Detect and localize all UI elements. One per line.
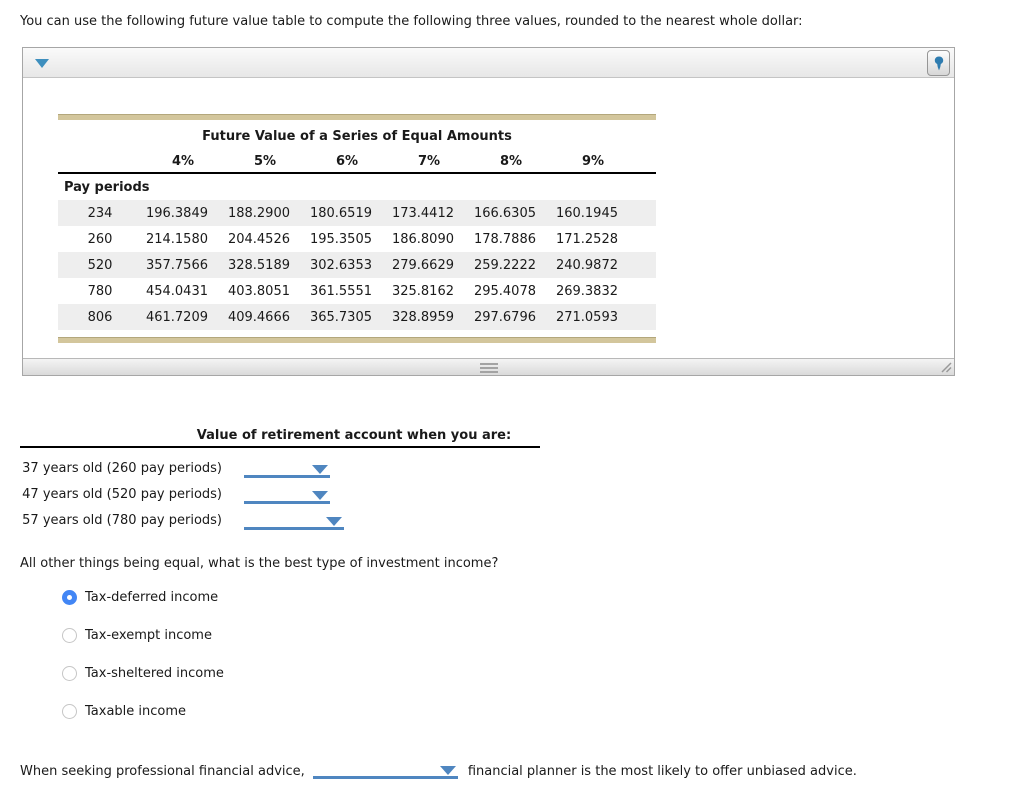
radio-button[interactable] bbox=[62, 666, 77, 681]
table-row: 234 196.3849 188.2900 180.6519 173.4412 … bbox=[58, 200, 656, 226]
table-top-rule bbox=[58, 114, 656, 120]
rate-header-row: 4% 5% 6% 7% 8% 9% bbox=[58, 150, 656, 174]
retirement-row: 37 years old (260 pay periods) bbox=[20, 452, 344, 478]
chevron-down-icon bbox=[312, 491, 328, 500]
fv-cell: 171.2528 bbox=[555, 231, 618, 247]
pay-periods-header-row: Pay periods bbox=[58, 173, 656, 200]
radio-option-tax-deferred[interactable]: Tax-deferred income bbox=[62, 590, 224, 605]
rate-header: 5% bbox=[224, 150, 306, 174]
radio-button[interactable] bbox=[62, 704, 77, 719]
radio-label: Taxable income bbox=[85, 704, 187, 719]
fv-cell: 186.8090 bbox=[391, 231, 454, 247]
radio-label: Tax-sheltered income bbox=[85, 666, 224, 681]
fv-cell: 328.8959 bbox=[388, 304, 470, 330]
future-value-table: Future Value of a Series of Equal Amount… bbox=[58, 114, 656, 343]
radio-option-tax-exempt[interactable]: Tax-exempt income bbox=[62, 628, 224, 643]
retirement-row: 57 years old (780 pay periods) bbox=[20, 504, 344, 530]
fv-cell: 357.7566 bbox=[142, 252, 224, 278]
panel-footer bbox=[23, 358, 954, 375]
question-text: All other things being equal, what is th… bbox=[20, 556, 499, 571]
intro-text: You can use the following future value t… bbox=[20, 14, 803, 29]
fv-cell: 259.2222 bbox=[470, 252, 552, 278]
radio-label: Tax-exempt income bbox=[85, 628, 212, 643]
pushpin-icon bbox=[934, 56, 943, 70]
retirement-heading-rule: Value of retirement account when you are… bbox=[20, 428, 540, 448]
retirement-row: 47 years old (520 pay periods) bbox=[20, 478, 344, 504]
retirement-dropdown-57[interactable] bbox=[244, 515, 344, 530]
retirement-rows: 37 years old (260 pay periods) 47 years … bbox=[20, 452, 344, 530]
retirement-heading: Value of retirement account when you are… bbox=[196, 428, 512, 443]
radio-option-taxable[interactable]: Taxable income bbox=[62, 704, 224, 719]
fv-cell: 302.6353 bbox=[306, 252, 388, 278]
fv-cell: 166.6305 bbox=[470, 200, 552, 226]
fv-cell: 188.2900 bbox=[224, 200, 306, 226]
pay-periods-cell: 780 bbox=[87, 283, 113, 299]
fv-cell: 195.3505 bbox=[309, 231, 372, 247]
rate-header-spacer bbox=[634, 150, 656, 174]
rate-header: 8% bbox=[470, 150, 552, 174]
fv-cell: 269.3832 bbox=[555, 283, 618, 299]
chevron-down-icon bbox=[439, 766, 456, 775]
fv-cell: 454.0431 bbox=[145, 283, 208, 299]
fv-cell: 196.3849 bbox=[142, 200, 224, 226]
rate-header: 4% bbox=[142, 150, 224, 174]
advice-text-before: When seeking professional financial advi… bbox=[20, 764, 305, 779]
fv-cell: 214.1580 bbox=[145, 231, 208, 247]
panel-header bbox=[23, 48, 954, 78]
fv-cell: 271.0593 bbox=[552, 304, 634, 330]
pay-periods-cell: 520 bbox=[58, 252, 142, 278]
fv-cell: 461.7209 bbox=[142, 304, 224, 330]
retirement-dropdown-37[interactable] bbox=[244, 463, 330, 478]
table-row: 520 357.7566 328.5189 302.6353 279.6629 … bbox=[58, 252, 656, 278]
chevron-down-icon bbox=[326, 517, 342, 526]
rate-header: 7% bbox=[388, 150, 470, 174]
collapse-triangle-icon[interactable] bbox=[35, 59, 49, 68]
fv-cell: 403.8051 bbox=[227, 283, 290, 299]
fv-cell: 178.7886 bbox=[473, 231, 536, 247]
pay-periods-cell: 806 bbox=[58, 304, 142, 330]
table-row: 806 461.7209 409.4666 365.7305 328.8959 … bbox=[58, 304, 656, 330]
rate-header-spacer bbox=[58, 150, 142, 174]
fv-cell: 204.4526 bbox=[227, 231, 290, 247]
fv-cell: 409.4666 bbox=[224, 304, 306, 330]
radio-button[interactable] bbox=[62, 628, 77, 643]
rate-header: 6% bbox=[306, 150, 388, 174]
radio-group: Tax-deferred income Tax-exempt income Ta… bbox=[62, 590, 224, 742]
rate-header: 9% bbox=[552, 150, 634, 174]
table-title: Future Value of a Series of Equal Amount… bbox=[202, 129, 512, 144]
pay-periods-cell: 260 bbox=[87, 231, 113, 247]
chevron-down-icon bbox=[312, 465, 328, 474]
table-row: 780 454.0431 403.8051 361.5551 325.8162 … bbox=[58, 278, 656, 304]
table-panel: Future Value of a Series of Equal Amount… bbox=[22, 47, 955, 376]
table-row: 260 214.1580 204.4526 195.3505 186.8090 … bbox=[58, 226, 656, 252]
fv-cell: 173.4412 bbox=[388, 200, 470, 226]
fv-cell: 325.8162 bbox=[391, 283, 454, 299]
fv-cell: 361.5551 bbox=[309, 283, 372, 299]
resize-handle-icon[interactable] bbox=[940, 361, 952, 373]
pin-button[interactable] bbox=[927, 50, 950, 76]
radio-option-tax-sheltered[interactable]: Tax-sheltered income bbox=[62, 666, 224, 681]
fv-cell: 295.4078 bbox=[473, 283, 536, 299]
retirement-row-label: 47 years old (520 pay periods) bbox=[22, 487, 222, 502]
fv-cell: 328.5189 bbox=[224, 252, 306, 278]
radio-label: Tax-deferred income bbox=[85, 590, 219, 605]
retirement-row-label: 57 years old (780 pay periods) bbox=[22, 513, 222, 528]
fv-cell: 297.6796 bbox=[470, 304, 552, 330]
drag-grip-icon[interactable] bbox=[479, 363, 498, 375]
retirement-row-label: 37 years old (260 pay periods) bbox=[22, 461, 222, 476]
fv-cell: 279.6629 bbox=[388, 252, 470, 278]
advice-text-after: financial planner is the most likely to … bbox=[467, 764, 857, 779]
fv-cell: 365.7305 bbox=[306, 304, 388, 330]
pay-periods-header: Pay periods bbox=[64, 180, 150, 195]
advice-dropdown[interactable] bbox=[312, 764, 458, 779]
pay-periods-cell: 234 bbox=[58, 200, 142, 226]
fv-cell: 160.1945 bbox=[552, 200, 634, 226]
table-bottom-rule bbox=[58, 337, 656, 343]
retirement-dropdown-47[interactable] bbox=[244, 489, 330, 504]
panel-body: Future Value of a Series of Equal Amount… bbox=[23, 78, 954, 358]
fv-cell: 240.9872 bbox=[552, 252, 634, 278]
fv-cell: 180.6519 bbox=[306, 200, 388, 226]
radio-button[interactable] bbox=[62, 590, 77, 605]
advice-sentence: When seeking professional financial advi… bbox=[20, 764, 857, 779]
